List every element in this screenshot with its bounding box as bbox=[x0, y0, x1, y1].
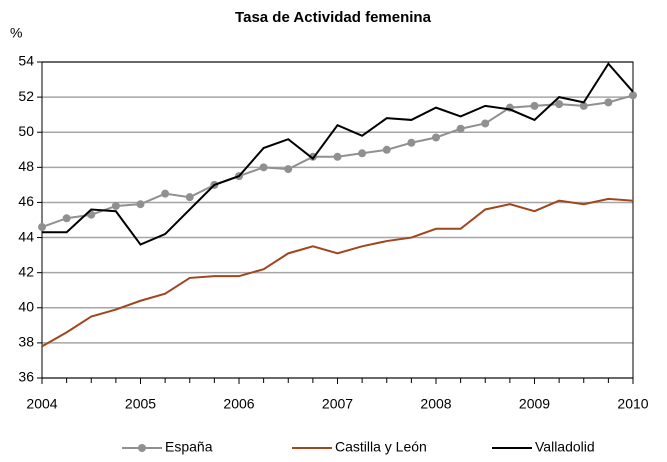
y-tick-label: 36 bbox=[18, 369, 34, 385]
point bbox=[136, 200, 145, 209]
x-tick-label: 2007 bbox=[322, 396, 353, 412]
point bbox=[333, 152, 342, 161]
point bbox=[481, 119, 490, 128]
legend-label: Castilla y León bbox=[335, 439, 427, 455]
x-tick-label: 2005 bbox=[125, 396, 156, 412]
x-tick-label: 2009 bbox=[519, 396, 550, 412]
legend-marker bbox=[138, 444, 146, 452]
point bbox=[555, 100, 564, 109]
point bbox=[432, 133, 440, 142]
point bbox=[579, 101, 588, 110]
point bbox=[62, 214, 71, 223]
point bbox=[629, 91, 637, 100]
chart-title: Tasa de Actividad femenina bbox=[235, 9, 432, 26]
point bbox=[604, 98, 613, 107]
point bbox=[407, 138, 416, 147]
legend-label: Valladolid bbox=[535, 439, 595, 455]
point bbox=[530, 101, 539, 110]
x-tick-label: 2006 bbox=[223, 396, 254, 412]
y-tick-label: 42 bbox=[18, 263, 34, 279]
series-line bbox=[42, 62, 634, 246]
point bbox=[87, 210, 96, 219]
y-tick-label: 38 bbox=[18, 334, 34, 350]
y-tick-label: 40 bbox=[18, 298, 34, 314]
x-tick-label: 2004 bbox=[26, 396, 57, 412]
plot-frame bbox=[41, 61, 634, 379]
point bbox=[185, 193, 194, 202]
y-tick-label: 52 bbox=[18, 88, 34, 104]
point bbox=[382, 145, 391, 154]
series-line bbox=[41, 197, 634, 348]
x-tick-label: 2008 bbox=[420, 396, 451, 412]
y-tick-label: 48 bbox=[18, 158, 34, 174]
x-tick-label: 2010 bbox=[617, 396, 648, 412]
point bbox=[161, 189, 170, 198]
legend-label: España bbox=[165, 439, 213, 455]
point bbox=[456, 124, 465, 133]
y-tick-label: 54 bbox=[18, 53, 34, 69]
point bbox=[358, 149, 367, 158]
point bbox=[259, 163, 268, 172]
y-tick-label: 46 bbox=[18, 193, 34, 209]
point bbox=[111, 201, 120, 210]
y-tick-label: 44 bbox=[18, 228, 34, 244]
point bbox=[284, 165, 293, 174]
y-tick-label: 50 bbox=[18, 123, 34, 139]
point bbox=[38, 223, 46, 232]
y-axis-label: % bbox=[10, 25, 22, 41]
